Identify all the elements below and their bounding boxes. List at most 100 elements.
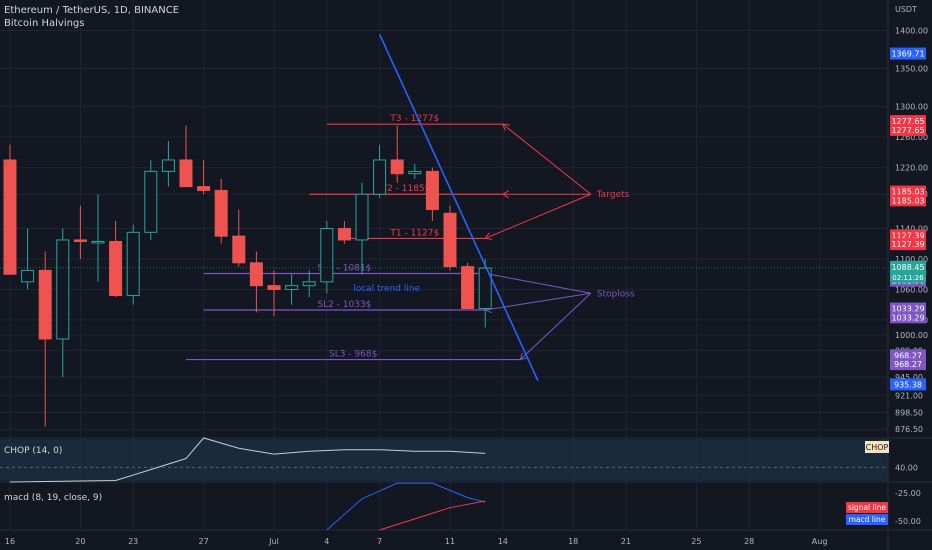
callout-arrow-head <box>519 352 528 361</box>
price-tag-label: 968.27 <box>894 351 922 360</box>
time-axis-label: 14 <box>498 537 508 546</box>
time-axis-label: 18 <box>568 537 578 546</box>
price-tag[interactable] <box>890 311 926 324</box>
candle-body[interactable] <box>109 240 123 297</box>
candle-body[interactable] <box>320 228 334 283</box>
candle-body[interactable] <box>179 159 193 188</box>
candle-body[interactable] <box>355 193 369 241</box>
candle-body[interactable] <box>249 262 263 287</box>
price-tag[interactable] <box>890 358 926 371</box>
candle-body[interactable] <box>232 235 246 264</box>
target-level-label: T1 - 1127$ <box>389 228 439 238</box>
time-axis-label: 11 <box>445 537 455 546</box>
current-price-tag[interactable] <box>890 260 926 283</box>
price-tag[interactable] <box>890 378 926 391</box>
time-axis-label: 28 <box>744 537 754 546</box>
candle-body[interactable] <box>285 285 299 290</box>
macd-line[interactable] <box>326 482 486 531</box>
candle-body[interactable] <box>214 189 228 237</box>
candle-body[interactable] <box>56 239 70 340</box>
candle-body[interactable] <box>161 159 175 172</box>
trend-line[interactable] <box>378 33 539 382</box>
time-axis-label: 7 <box>377 537 382 546</box>
price-tag-label: 1033.29 <box>891 305 924 314</box>
price-tag-label: 1127.39 <box>891 240 924 249</box>
time-axis-label: 23 <box>128 537 138 546</box>
time-axis-label: 21 <box>621 537 631 546</box>
macd-legend-tag[interactable] <box>846 514 888 525</box>
indicator-title[interactable]: Bitcoin Halvings <box>4 18 85 29</box>
price-tag-label: 1369.71 <box>891 50 924 59</box>
candle-body[interactable] <box>3 159 17 275</box>
signal-line[interactable] <box>379 500 486 531</box>
price-axis-tick-label: 945.00 <box>895 373 923 382</box>
candle-body[interactable] <box>197 186 211 191</box>
signal-legend-tag[interactable] <box>846 502 888 513</box>
candle-body[interactable] <box>461 266 475 310</box>
callout-arrow-line <box>520 292 592 360</box>
chop-line[interactable] <box>9 437 486 483</box>
candle-body[interactable] <box>373 159 387 195</box>
callout-stoploss: Stoploss <box>597 289 635 299</box>
price-axis-tick-label: 1220.00 <box>895 164 928 173</box>
price-axis-tick-label: 1140.00 <box>895 225 928 234</box>
macd-legend-label: macd line <box>849 515 886 524</box>
signal-legend-label: signal line <box>848 503 886 512</box>
chop-axis-label: 40.00 <box>895 463 918 472</box>
price-axis-tick-label: 1350.00 <box>895 65 928 74</box>
chop-pane-title[interactable]: CHOP (14, 0) <box>4 446 62 456</box>
candle-body[interactable] <box>478 267 492 310</box>
callout-arrow-head <box>502 123 510 131</box>
price-tag-label: 1185.03 <box>891 188 924 197</box>
price-tag[interactable] <box>890 47 926 60</box>
chop-tag-label: CHOP <box>866 443 889 452</box>
candle-body[interactable] <box>144 170 158 233</box>
candle-body[interactable] <box>267 285 281 290</box>
macd-axis-label: -25.00 <box>895 489 921 498</box>
macd-pane-title[interactable]: macd (8, 19, close, 9) <box>4 493 102 503</box>
time-axis-label: 20 <box>75 537 85 546</box>
candle-body[interactable] <box>38 269 52 340</box>
currency-label: USDT <box>895 5 917 14</box>
candle-body[interactable] <box>126 231 140 297</box>
price-tag[interactable] <box>890 238 926 251</box>
price-tag-label: 1277.65 <box>891 126 924 135</box>
candle-body[interactable] <box>21 269 35 283</box>
candle-body[interactable] <box>302 281 316 287</box>
chop-tag[interactable] <box>865 441 889 453</box>
callout-arrow-head <box>501 190 510 199</box>
callout-arrow-line <box>502 123 592 195</box>
price-axis-tick-label: 876.50 <box>895 425 923 434</box>
price-axis-tick-label: 1300.00 <box>895 103 928 112</box>
callout-targets: Targets <box>596 190 630 200</box>
price-axis-tick-label: 921.00 <box>895 391 923 400</box>
price-tag-label: 1185.03 <box>891 196 924 205</box>
price-tag-label: 1277.65 <box>891 117 924 126</box>
candle-body[interactable] <box>443 212 457 268</box>
price-axis-tick-label: 1000.00 <box>895 331 928 340</box>
stop-level-label: SL3 - 968$ <box>329 350 377 360</box>
candle-body[interactable] <box>408 170 422 175</box>
price-axis-tick-label: 1260.00 <box>895 133 928 142</box>
callout-arrow-line <box>485 272 591 294</box>
callout-arrow-line <box>485 193 591 239</box>
time-axis-label: Aug <box>812 537 828 546</box>
symbol-title[interactable]: Ethereum / TetherUS, 1D, BINANCE <box>4 5 180 16</box>
time-axis-label: Jul <box>268 537 279 546</box>
candle-body[interactable] <box>390 159 404 175</box>
price-axis-tick-label: 1060.00 <box>895 285 928 294</box>
candle-body[interactable] <box>73 239 87 242</box>
price-tag[interactable] <box>890 194 926 207</box>
candle-body[interactable] <box>425 170 439 210</box>
price-tag-label: 935.38 <box>894 380 922 389</box>
candle-body[interactable] <box>91 240 105 244</box>
candle-body[interactable] <box>337 228 351 241</box>
price-tag-label: 968.27 <box>894 360 922 369</box>
price-tag[interactable] <box>890 123 926 136</box>
price-axis-tick-label: 898.50 <box>895 408 923 417</box>
stop-level-label: SL1 - 1081$ <box>317 263 371 273</box>
macd-axis-label: -50.00 <box>895 517 921 526</box>
current-price-label: 1088.45 <box>891 263 924 272</box>
